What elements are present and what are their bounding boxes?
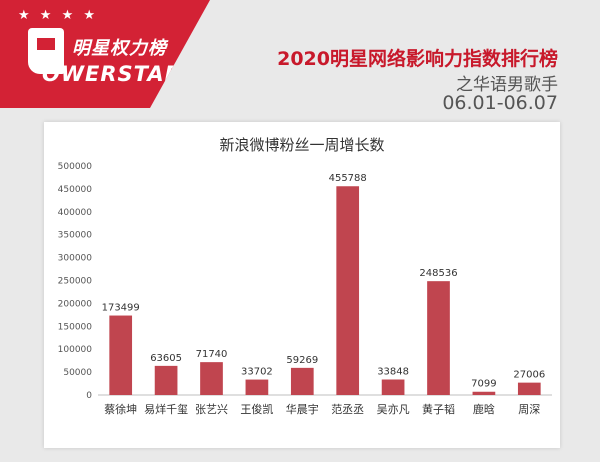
bar [200, 362, 223, 395]
logo-panel: ★ ★ ★ ★ 明星权力榜 OWERSTAR [0, 0, 210, 108]
x-tick-label: 蔡徐坤 [104, 402, 137, 416]
data-label: 7099 [471, 379, 496, 390]
y-tick-label: 300000 [58, 254, 93, 264]
x-tick-label: 吴亦凡 [377, 402, 410, 416]
data-label: 71740 [196, 349, 228, 360]
bar [290, 367, 314, 395]
bar [336, 186, 360, 395]
y-tick-label: 500000 [58, 162, 93, 172]
x-tick-label: 黄子韬 [422, 402, 455, 416]
data-label: 27006 [513, 370, 545, 381]
y-tick-label: 50000 [63, 368, 92, 378]
x-tick-label: 周深 [518, 403, 540, 416]
y-tick-label: 150000 [58, 322, 93, 332]
y-tick-label: 200000 [58, 299, 93, 309]
y-tick-label: 100000 [58, 345, 93, 355]
data-label: 248536 [419, 268, 457, 279]
y-tick-label: 350000 [58, 231, 93, 241]
bar-chart: 新浪微博粉丝一周增长数 0 50000 100000 150000 200000 2500… [58, 136, 552, 416]
bar [427, 281, 450, 395]
y-tick-label: 400000 [58, 208, 93, 218]
bar [472, 391, 496, 395]
page-title: 2020明星网络影响力指数排行榜 [277, 48, 558, 70]
data-label: 63605 [150, 353, 182, 364]
x-tick-label: 范丞丞 [331, 402, 364, 416]
data-label: 33702 [241, 367, 273, 378]
bar [154, 365, 178, 395]
logo-chinese-text: 明星权力榜 [72, 38, 167, 59]
x-tick-label: 鹿晗 [473, 402, 495, 416]
y-tick-label: 0 [86, 391, 92, 401]
x-tick-label: 华晨宇 [286, 402, 319, 416]
x-tick-label: 张艺兴 [195, 403, 228, 416]
date-range: 06.01-06.07 [442, 92, 558, 114]
data-label: 33848 [377, 366, 409, 377]
page-subtitle: 之华语男歌手 [456, 75, 558, 95]
bar [109, 315, 133, 395]
bar [517, 382, 541, 395]
x-tick-label: 易烊千玺 [144, 402, 188, 416]
logo-stars: ★ ★ ★ ★ [18, 8, 99, 23]
chart-title: 新浪微博粉丝一周增长数 [219, 136, 384, 154]
y-tick-label: 250000 [58, 277, 93, 287]
data-label: 173499 [102, 303, 140, 314]
x-tick-label: 王俊凯 [240, 402, 273, 416]
data-label: 59269 [286, 355, 318, 366]
y-tick-label: 450000 [58, 185, 93, 195]
logo-english-text: OWERSTAR [42, 62, 182, 86]
bar [381, 379, 405, 395]
fist-icon [28, 28, 64, 74]
data-label: 455788 [329, 173, 367, 184]
chart-card: 新浪微博粉丝一周增长数 0 50000 100000 150000 200000 2500… [44, 122, 560, 448]
bar [245, 379, 269, 395]
